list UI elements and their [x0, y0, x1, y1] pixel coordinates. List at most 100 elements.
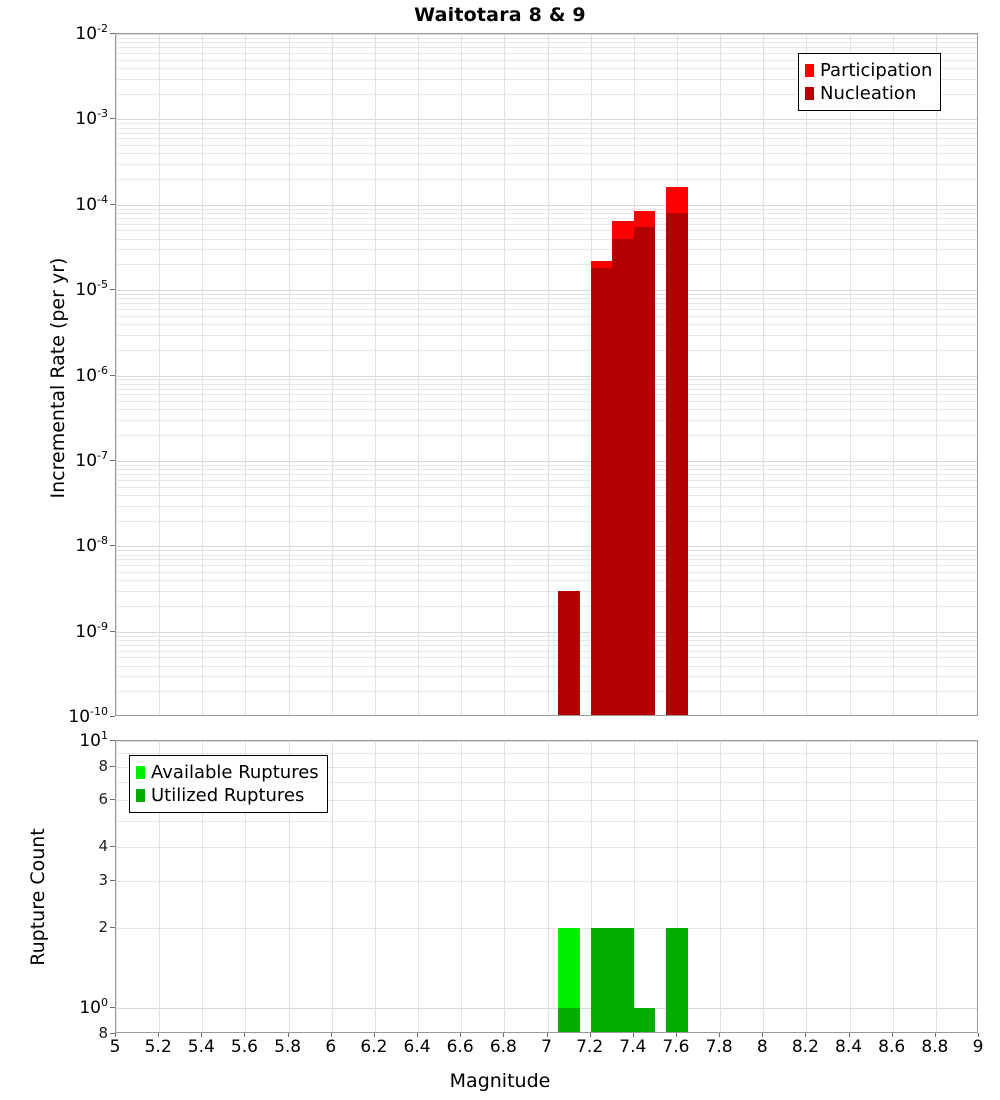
gridline-horizontal [116, 42, 977, 43]
gridline-horizontal [116, 128, 977, 129]
gridline-horizontal [116, 676, 977, 677]
gridline-horizontal [116, 394, 977, 395]
gridline-horizontal [116, 218, 977, 219]
nucleation-bar [633, 226, 656, 715]
x-tick-mark [935, 1033, 936, 1037]
legend-item-available-ruptures[interactable]: Available Ruptures [136, 761, 319, 784]
gridline-horizontal [116, 572, 977, 573]
y-tick-label: 10-4 [75, 192, 108, 215]
y-tick-mark [110, 766, 115, 767]
y-tick-label: 10-8 [75, 534, 108, 557]
legend-item-participation[interactable]: Participation [805, 59, 932, 82]
gridline-horizontal [116, 34, 977, 35]
gridline-horizontal [116, 753, 977, 754]
gridline-horizontal [116, 495, 977, 496]
top-y-axis-label: Incremental Rate (per yr) [47, 257, 69, 499]
y-tick-label: 10-10 [68, 705, 108, 727]
x-tick-mark [590, 1033, 591, 1037]
gridline-vertical [245, 34, 246, 715]
gridline-horizontal [116, 38, 977, 39]
nucleation-bar [612, 238, 634, 715]
y-tick-mark [110, 927, 115, 928]
y-tick-label: 10-7 [75, 449, 108, 471]
y-tick-label: 10-9 [75, 619, 108, 642]
gridline-horizontal [116, 68, 977, 69]
top-gridlines [116, 34, 977, 715]
y-tick-label: 10-5 [75, 278, 108, 300]
y-tick-mark [110, 716, 115, 717]
y-tick-mark [110, 799, 115, 800]
available-ruptures-swatch-icon [136, 766, 145, 779]
legend-item-nucleation[interactable]: Nucleation [805, 82, 932, 105]
gridline-horizontal [116, 691, 977, 692]
legend-item-utilized-ruptures[interactable]: Utilized Ruptures [136, 784, 319, 807]
gridline-horizontal [116, 666, 977, 667]
x-tick-label: 5.6 [230, 1037, 258, 1057]
gridline-horizontal [116, 555, 977, 556]
y-tick-label: 10-2 [75, 22, 108, 44]
gridline-horizontal [116, 640, 977, 641]
gridline-horizontal [116, 298, 977, 299]
x-tick-mark [115, 1033, 116, 1037]
gridline-horizontal [116, 335, 977, 336]
legend-label-utilized-ruptures: Utilized Ruptures [151, 784, 305, 806]
y-tick-mark [110, 33, 115, 34]
gridline-horizontal [116, 153, 977, 154]
gridline-horizontal [116, 94, 977, 95]
gridline-vertical [893, 34, 894, 715]
gridline-horizontal [116, 60, 977, 61]
y-tick-mark [110, 375, 115, 376]
gridline-horizontal [116, 264, 977, 265]
gridline-horizontal [116, 487, 977, 488]
gridline-horizontal [116, 565, 977, 566]
gridline-horizontal [116, 213, 977, 214]
gridline-horizontal [116, 224, 977, 225]
y-tick-mark [110, 118, 115, 119]
gridline-horizontal [116, 239, 977, 240]
y-tick-label: 2 [98, 917, 108, 936]
y-tick-label: 6 [98, 790, 108, 809]
utilized-ruptures-swatch-icon [136, 789, 145, 802]
y-tick-label: 4 [98, 837, 108, 856]
gridline-vertical [461, 34, 462, 715]
y-tick-label: 8 [98, 756, 108, 775]
gridline-horizontal [116, 657, 977, 658]
gridline-vertical [504, 741, 505, 1032]
nucleation-bar [666, 213, 688, 715]
gridline-horizontal [116, 559, 977, 560]
gridline-vertical [850, 34, 851, 715]
x-tick-mark [762, 1033, 763, 1037]
gridline-horizontal [116, 119, 977, 120]
y-tick-mark [110, 545, 115, 546]
gridline-vertical [116, 741, 117, 1032]
gridline-horizontal [116, 230, 977, 231]
gridline-vertical [634, 741, 635, 1032]
legend-label-available-ruptures: Available Ruptures [151, 761, 319, 783]
gridline-vertical [418, 741, 419, 1032]
gridline-horizontal [116, 767, 977, 768]
y-tick-mark [110, 1033, 115, 1034]
gridline-vertical [720, 741, 721, 1032]
x-tick-label: 7.6 [662, 1037, 690, 1057]
gridline-horizontal [116, 1008, 977, 1009]
x-tick-label: 8.4 [835, 1037, 863, 1057]
y-tick-mark [110, 846, 115, 847]
x-tick-mark [849, 1033, 850, 1037]
nucleation-bar [590, 268, 613, 715]
gridline-horizontal [116, 316, 977, 317]
available-ruptures-bar [558, 927, 580, 1032]
gridline-horizontal [116, 480, 977, 481]
gridline-vertical [245, 741, 246, 1032]
gridline-horizontal [116, 249, 977, 250]
gridline-horizontal [116, 847, 977, 848]
gridline-horizontal [116, 389, 977, 390]
x-tick-mark [158, 1033, 159, 1037]
gridline-horizontal [116, 379, 977, 380]
gridline-vertical [591, 741, 592, 1032]
gridline-vertical [332, 34, 333, 715]
gridline-horizontal [116, 632, 977, 633]
gridline-horizontal [116, 469, 977, 470]
x-tick-label: 7.8 [705, 1037, 733, 1057]
incremental-rate-plot [115, 33, 978, 716]
y-tick-mark [110, 1007, 115, 1008]
